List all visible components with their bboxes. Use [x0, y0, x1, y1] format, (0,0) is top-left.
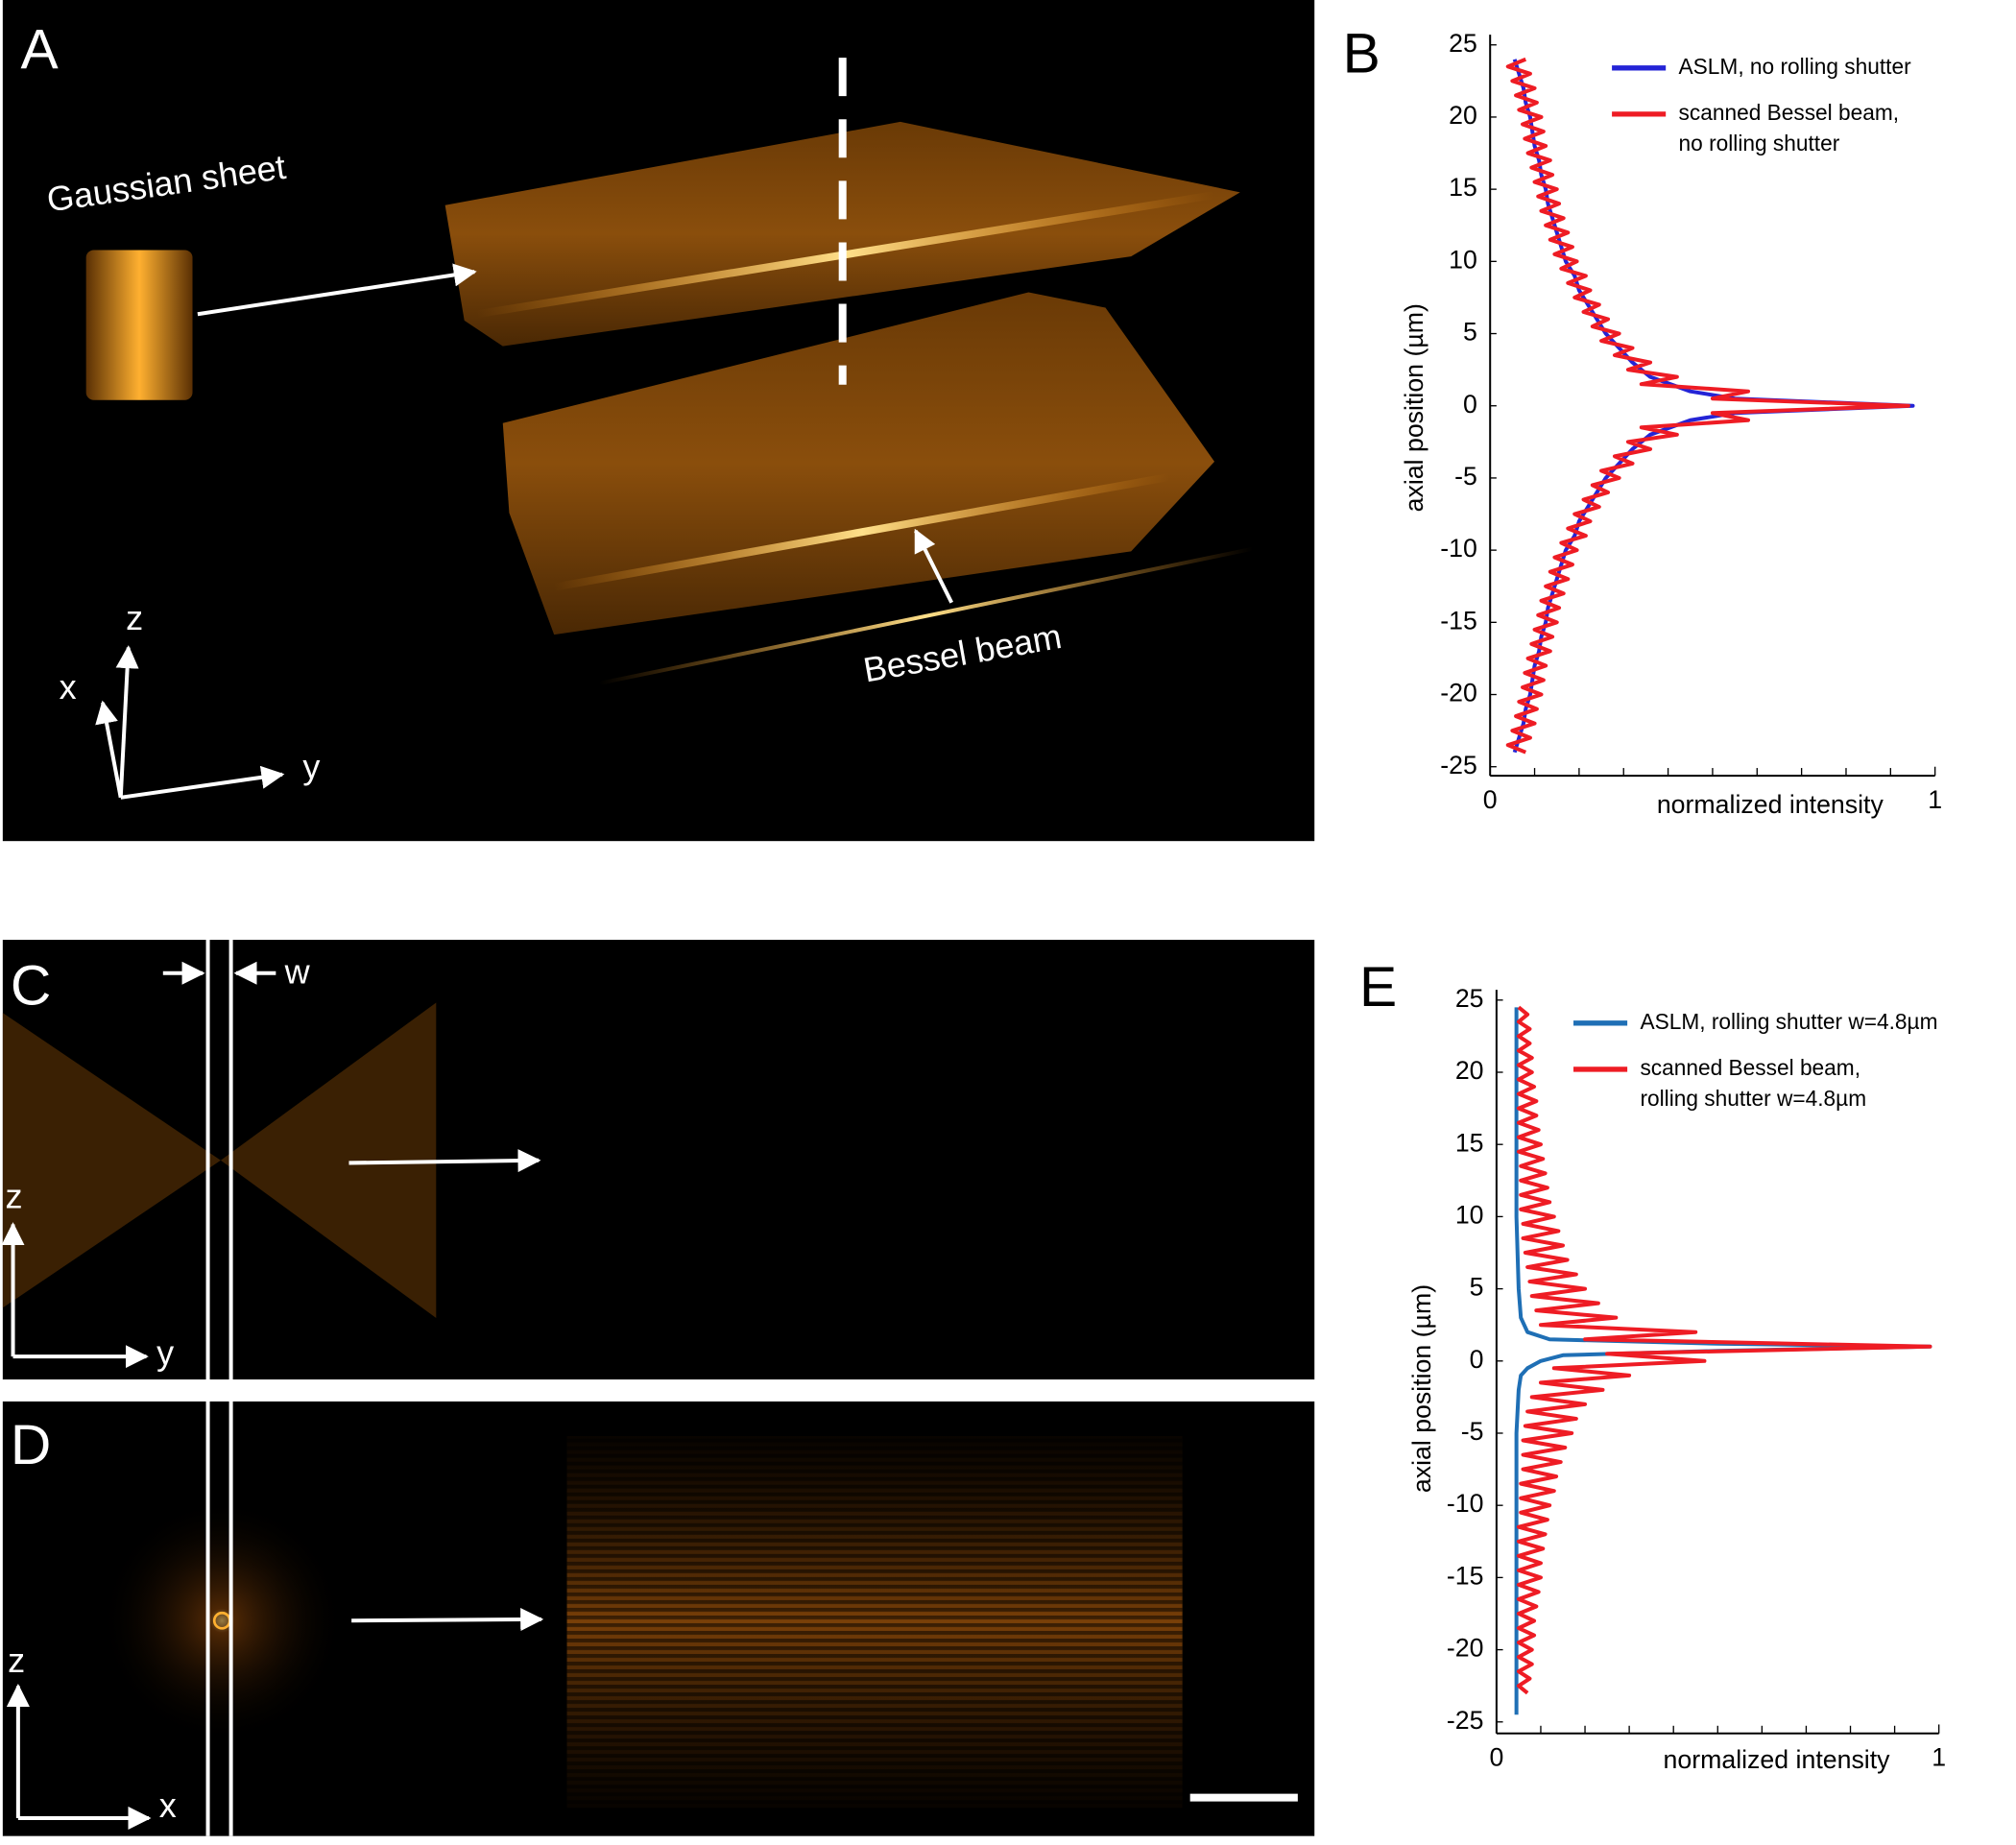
legend-label: scanned Bessel beam,: [1640, 1055, 1860, 1080]
y-tick-label: 10: [1449, 245, 1477, 274]
bessel-line: [598, 546, 1254, 685]
panel-a: A Gaussian sheet Bessel beam x z y: [2, 0, 1315, 842]
separator: [2, 1379, 1315, 1402]
x-axis-label: normalized intensity: [1657, 790, 1884, 819]
annotation: w: [284, 952, 311, 992]
axis-name: z: [8, 1641, 25, 1680]
panel-label: B: [1343, 23, 1380, 85]
y-tick-label: 25: [1455, 984, 1484, 1013]
axis-name: x: [159, 1785, 177, 1825]
y-tick-label: -10: [1447, 1489, 1484, 1518]
y-tick-label: -20: [1447, 1634, 1484, 1663]
y-axis-label: axial position (µm): [1407, 1284, 1436, 1493]
panel-label: D: [11, 1414, 51, 1476]
series-line: [1516, 1005, 1932, 1695]
y-tick-label: -10: [1440, 534, 1477, 563]
legend-label: no rolling shutter: [1679, 131, 1840, 156]
axis-name: x: [60, 667, 77, 707]
legend-label: rolling shutter w=4.8µm: [1640, 1086, 1866, 1111]
arrow: [197, 263, 477, 317]
focus-line: [553, 472, 1170, 591]
y-tick-label: 5: [1463, 318, 1477, 347]
panel-label: E: [1359, 956, 1397, 1018]
x-tick-label: 1: [1932, 1743, 1946, 1772]
y-tick-label: 0: [1470, 1345, 1484, 1374]
y-tick-label: 20: [1449, 101, 1477, 130]
y-tick-label: 5: [1470, 1273, 1484, 1302]
y-tick-label: -25: [1447, 1706, 1484, 1735]
panel-label: C: [11, 955, 51, 1018]
panel-c: C w z y: [1, 940, 1315, 1380]
arrow: [914, 528, 954, 604]
series-line: [1505, 57, 1910, 755]
y-tick-label: -25: [1440, 751, 1477, 779]
axis-arrow: [95, 700, 123, 799]
y-tick-label: 10: [1455, 1200, 1484, 1229]
axis-name: z: [6, 1176, 23, 1215]
arrow: [351, 1608, 544, 1632]
y-tick-label: 15: [1455, 1128, 1484, 1157]
axis-arrow: [120, 765, 285, 800]
y-axis-label: axial position (µm): [1400, 303, 1428, 512]
x-tick-label: 0: [1489, 1743, 1503, 1772]
y-tick-label: 15: [1449, 173, 1477, 202]
x-tick-label: 1: [1928, 785, 1942, 814]
slab-image: [502, 292, 1215, 635]
beam-cone: [2, 1013, 221, 1308]
gaussian-sheet-image: [85, 250, 193, 400]
axis-arrow: [115, 645, 139, 798]
arrow: [348, 1149, 541, 1173]
y-tick-label: -15: [1440, 606, 1477, 635]
axis-name: y: [156, 1332, 174, 1372]
y-tick-label: 20: [1455, 1056, 1484, 1085]
y-tick-label: -20: [1440, 679, 1477, 707]
y-tick-label: 25: [1449, 29, 1477, 58]
axis-name: y: [302, 747, 320, 786]
x-axis-label: normalized intensity: [1664, 1745, 1891, 1774]
legend-label: ASLM, rolling shutter w=4.8µm: [1640, 1009, 1937, 1034]
beam-cone: [220, 1002, 437, 1319]
series-line: [1514, 1007, 1932, 1715]
panel-label: A: [21, 19, 60, 82]
y-tick-label: -5: [1461, 1417, 1484, 1446]
series-line: [1512, 59, 1915, 754]
legend-label: ASLM, no rolling shutter: [1679, 54, 1912, 79]
x-tick-label: 0: [1483, 785, 1498, 814]
axis-name: z: [126, 598, 143, 637]
panel-d: D z x: [2, 1401, 1315, 1836]
y-tick-label: -15: [1447, 1561, 1484, 1590]
bessel-rings: [100, 1498, 345, 1743]
y-tick-label: 0: [1463, 390, 1477, 419]
legend-label: scanned Bessel beam,: [1679, 100, 1900, 125]
y-tick-label: -5: [1454, 462, 1477, 491]
